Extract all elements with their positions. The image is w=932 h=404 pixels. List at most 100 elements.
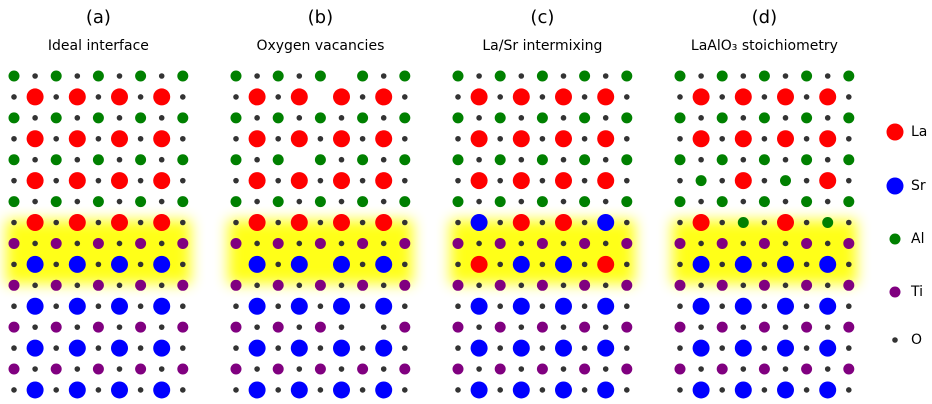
atom-sr xyxy=(153,256,170,273)
atom-sr xyxy=(27,381,44,398)
atom-sr xyxy=(249,298,266,315)
atom-sr xyxy=(819,340,836,357)
atom-o xyxy=(297,241,303,247)
atom-o xyxy=(360,262,366,268)
atom-o xyxy=(825,157,831,163)
atom-sr xyxy=(513,298,530,315)
atom-o xyxy=(455,94,461,100)
atom-ti xyxy=(177,364,188,375)
atom-sr xyxy=(69,256,86,273)
atom-o xyxy=(275,387,281,393)
atom-o xyxy=(719,136,725,142)
atom-al xyxy=(177,112,188,123)
atom-o xyxy=(497,220,503,226)
panel: (a)Ideal interface xyxy=(6,7,191,398)
atom-ti xyxy=(759,280,770,291)
atom-o xyxy=(783,115,789,121)
atom-ti xyxy=(315,280,326,291)
atom-al xyxy=(93,196,104,207)
atom-al xyxy=(399,112,410,123)
atom-o xyxy=(476,73,482,79)
atom-o xyxy=(762,303,768,309)
atom-o xyxy=(180,303,186,309)
atom-ti xyxy=(231,364,242,375)
atom-o xyxy=(233,303,239,309)
atom-o xyxy=(519,324,525,330)
atom-o xyxy=(540,178,546,184)
atom-sr xyxy=(777,298,794,315)
atom-o xyxy=(180,178,186,184)
atom-o xyxy=(159,283,165,289)
atom-al xyxy=(135,112,146,123)
atom-o xyxy=(497,387,503,393)
atom-al xyxy=(315,71,326,82)
atom-o xyxy=(32,115,38,121)
atom-o xyxy=(561,324,567,330)
atom-sr xyxy=(693,256,710,273)
atom-sr xyxy=(153,298,170,315)
atom-ti xyxy=(579,280,590,291)
atom-o xyxy=(11,136,17,142)
legend-marker xyxy=(892,337,898,343)
atom-o xyxy=(11,178,17,184)
atom-o xyxy=(233,387,239,393)
atom-al xyxy=(453,196,464,207)
atom-o xyxy=(624,136,630,142)
atom-al xyxy=(135,196,146,207)
atom-ti xyxy=(231,322,242,333)
atom-ti xyxy=(621,280,632,291)
atom-sr xyxy=(249,381,266,398)
atom-o xyxy=(402,178,408,184)
atom-o xyxy=(53,136,59,142)
atom-o xyxy=(804,387,810,393)
atom-o xyxy=(719,94,725,100)
atom-ti xyxy=(51,280,62,291)
atom-sr xyxy=(819,298,836,315)
atom-sr xyxy=(555,298,572,315)
atom-sr xyxy=(777,340,794,357)
atom-ti xyxy=(273,364,284,375)
atom-o xyxy=(624,220,630,226)
atom-o xyxy=(561,157,567,163)
atom-sr xyxy=(555,256,572,273)
atom-o xyxy=(455,345,461,351)
atom-o xyxy=(698,366,704,372)
atom-al xyxy=(495,154,506,165)
atom-ti xyxy=(621,364,632,375)
atom-al xyxy=(93,154,104,165)
atom-al xyxy=(177,154,188,165)
atom-o xyxy=(180,136,186,142)
atom-o xyxy=(11,303,17,309)
atom-o xyxy=(96,136,102,142)
atom-o xyxy=(719,220,725,226)
atom-ti xyxy=(51,322,62,333)
atom-al xyxy=(843,112,854,123)
atom-o xyxy=(297,366,303,372)
atom-o xyxy=(360,303,366,309)
atom-o xyxy=(783,283,789,289)
atom-al xyxy=(357,71,368,82)
atom-o xyxy=(254,366,260,372)
atom-o xyxy=(96,94,102,100)
atom-al xyxy=(843,154,854,165)
atom-o xyxy=(519,73,525,79)
atom-ti xyxy=(399,322,410,333)
atom-la xyxy=(735,130,752,147)
atom-o xyxy=(339,157,345,163)
panel-label: (d) xyxy=(752,7,777,28)
atom-la xyxy=(513,214,530,231)
atom-la xyxy=(111,214,128,231)
atom-al xyxy=(231,71,242,82)
atom-ti xyxy=(759,322,770,333)
atom-o xyxy=(783,241,789,247)
atom-o xyxy=(804,262,810,268)
atom-sr xyxy=(69,298,86,315)
atom-la xyxy=(471,256,488,273)
atom-o xyxy=(138,136,144,142)
atom-sr xyxy=(471,214,488,231)
atom-al xyxy=(780,175,791,186)
atom-sr xyxy=(555,381,572,398)
panel: (b)Oxygen vacancies xyxy=(228,7,413,398)
atom-sr xyxy=(333,256,350,273)
panel-label: (c) xyxy=(530,7,554,28)
